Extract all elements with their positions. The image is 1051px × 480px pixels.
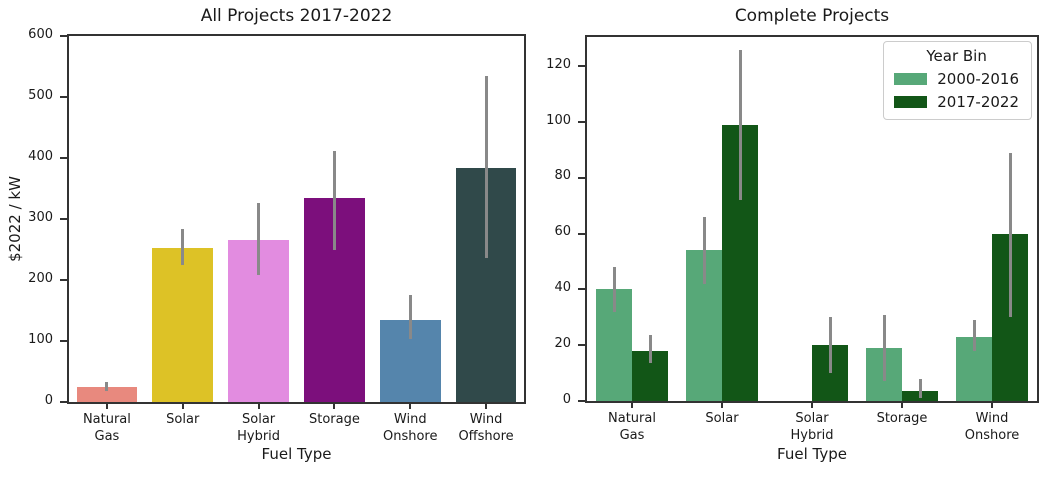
y-tick: [578, 288, 585, 291]
x-tick: [901, 401, 903, 408]
error-bar: [1008, 152, 1012, 318]
y-tick: [578, 400, 585, 402]
x-tick: [721, 401, 723, 408]
legend-swatch-2000-2016: [894, 73, 928, 85]
y-tick: [60, 35, 67, 37]
y-tick: [578, 121, 585, 124]
legend-title: Year Bin: [926, 47, 987, 65]
right-chart-title: Complete Projects: [734, 6, 890, 26]
x-tick: [333, 402, 336, 409]
x-tick: [811, 401, 813, 408]
y-tick: [578, 344, 585, 347]
error-bar: [648, 335, 652, 364]
y-tick-label: 100: [28, 331, 53, 347]
error-bar: [702, 216, 706, 284]
y-tick-label: 80: [554, 168, 571, 184]
x-tick: [409, 402, 412, 409]
x-tick-label: Storage: [308, 412, 360, 427]
error-bar: [972, 320, 976, 351]
x-tick-label: Wind Offshore: [458, 412, 514, 444]
x-tick-label: Natural Gas: [82, 412, 131, 444]
error-bar: [484, 75, 488, 259]
y-tick: [578, 65, 585, 68]
legend-entry-2000-2016: 2000-2016: [894, 70, 1019, 88]
x-tick-label: Solar Hybrid: [790, 411, 834, 443]
x-tick: [485, 402, 488, 409]
bar: [76, 387, 138, 402]
x-tick-label: Wind Onshore: [964, 411, 1020, 443]
y-tick-label: 20: [554, 335, 571, 351]
x-tick: [105, 402, 108, 409]
error-bar: [332, 151, 336, 251]
legend-label-2017-2022: 2017-2022: [937, 93, 1019, 111]
error-bar: [738, 49, 742, 201]
y-tick: [60, 96, 67, 98]
error-bar: [882, 314, 886, 382]
y-tick: [578, 176, 585, 179]
x-tick: [257, 402, 260, 409]
right-plot-area: Year Bin 2000-2016 2017-2022 0 20 40 60 80 10…: [546, 35, 1039, 443]
y-tick-label: 100: [546, 112, 571, 128]
x-tick-label: Solar: [166, 412, 200, 427]
left-plot-area: 0 100 200 300 400 500 600 Natural Gas Solar Solar…: [28, 27, 526, 444]
x-tick-label: Solar Hybrid: [237, 412, 281, 444]
y-tick-label: 600: [28, 26, 53, 42]
y-tick-label: 120: [546, 56, 571, 72]
y-tick-label: 40: [554, 279, 571, 295]
y-tick-label: 60: [554, 224, 571, 240]
error-bar: [918, 378, 922, 399]
left-x-axis-label: Fuel Type: [261, 445, 332, 463]
error-bar: [105, 381, 109, 392]
legend: Year Bin 2000-2016 2017-2022: [883, 41, 1032, 120]
y-tick-label: 400: [28, 148, 53, 164]
y-tick: [60, 218, 67, 220]
x-tick: [181, 402, 184, 409]
x-tick: [631, 401, 633, 408]
error-bar: [612, 267, 616, 312]
legend-label-2000-2016: 2000-2016: [937, 70, 1019, 88]
y-tick: [60, 340, 67, 342]
y-tick: [60, 401, 67, 403]
x-tick-label: Natural Gas: [608, 411, 656, 443]
x-tick-label: Storage: [876, 411, 928, 426]
error-bar: [828, 317, 832, 374]
y-tick: [60, 279, 67, 281]
y-tick: [60, 157, 67, 159]
legend-swatch-2017-2022: [894, 96, 928, 108]
y-tick-label: 500: [28, 87, 53, 103]
left-chart-title: All Projects 2017-2022: [200, 6, 393, 26]
y-tick-label: 200: [28, 270, 53, 286]
y-tick: [578, 232, 585, 235]
x-tick-label: Solar: [705, 411, 739, 426]
error-bar: [257, 203, 261, 275]
bar: [152, 248, 214, 402]
y-tick-label: 0: [44, 392, 53, 408]
legend-entry-2017-2022: 2017-2022: [894, 93, 1019, 111]
error-bar: [408, 295, 412, 339]
x-tick-label: Wind Onshore: [382, 412, 438, 444]
error-bar: [181, 228, 185, 266]
right-x-axis-label: Fuel Type: [777, 445, 847, 463]
y-tick-label: 300: [28, 209, 53, 225]
x-tick: [991, 401, 993, 408]
y-tick-label: 0: [562, 391, 571, 407]
